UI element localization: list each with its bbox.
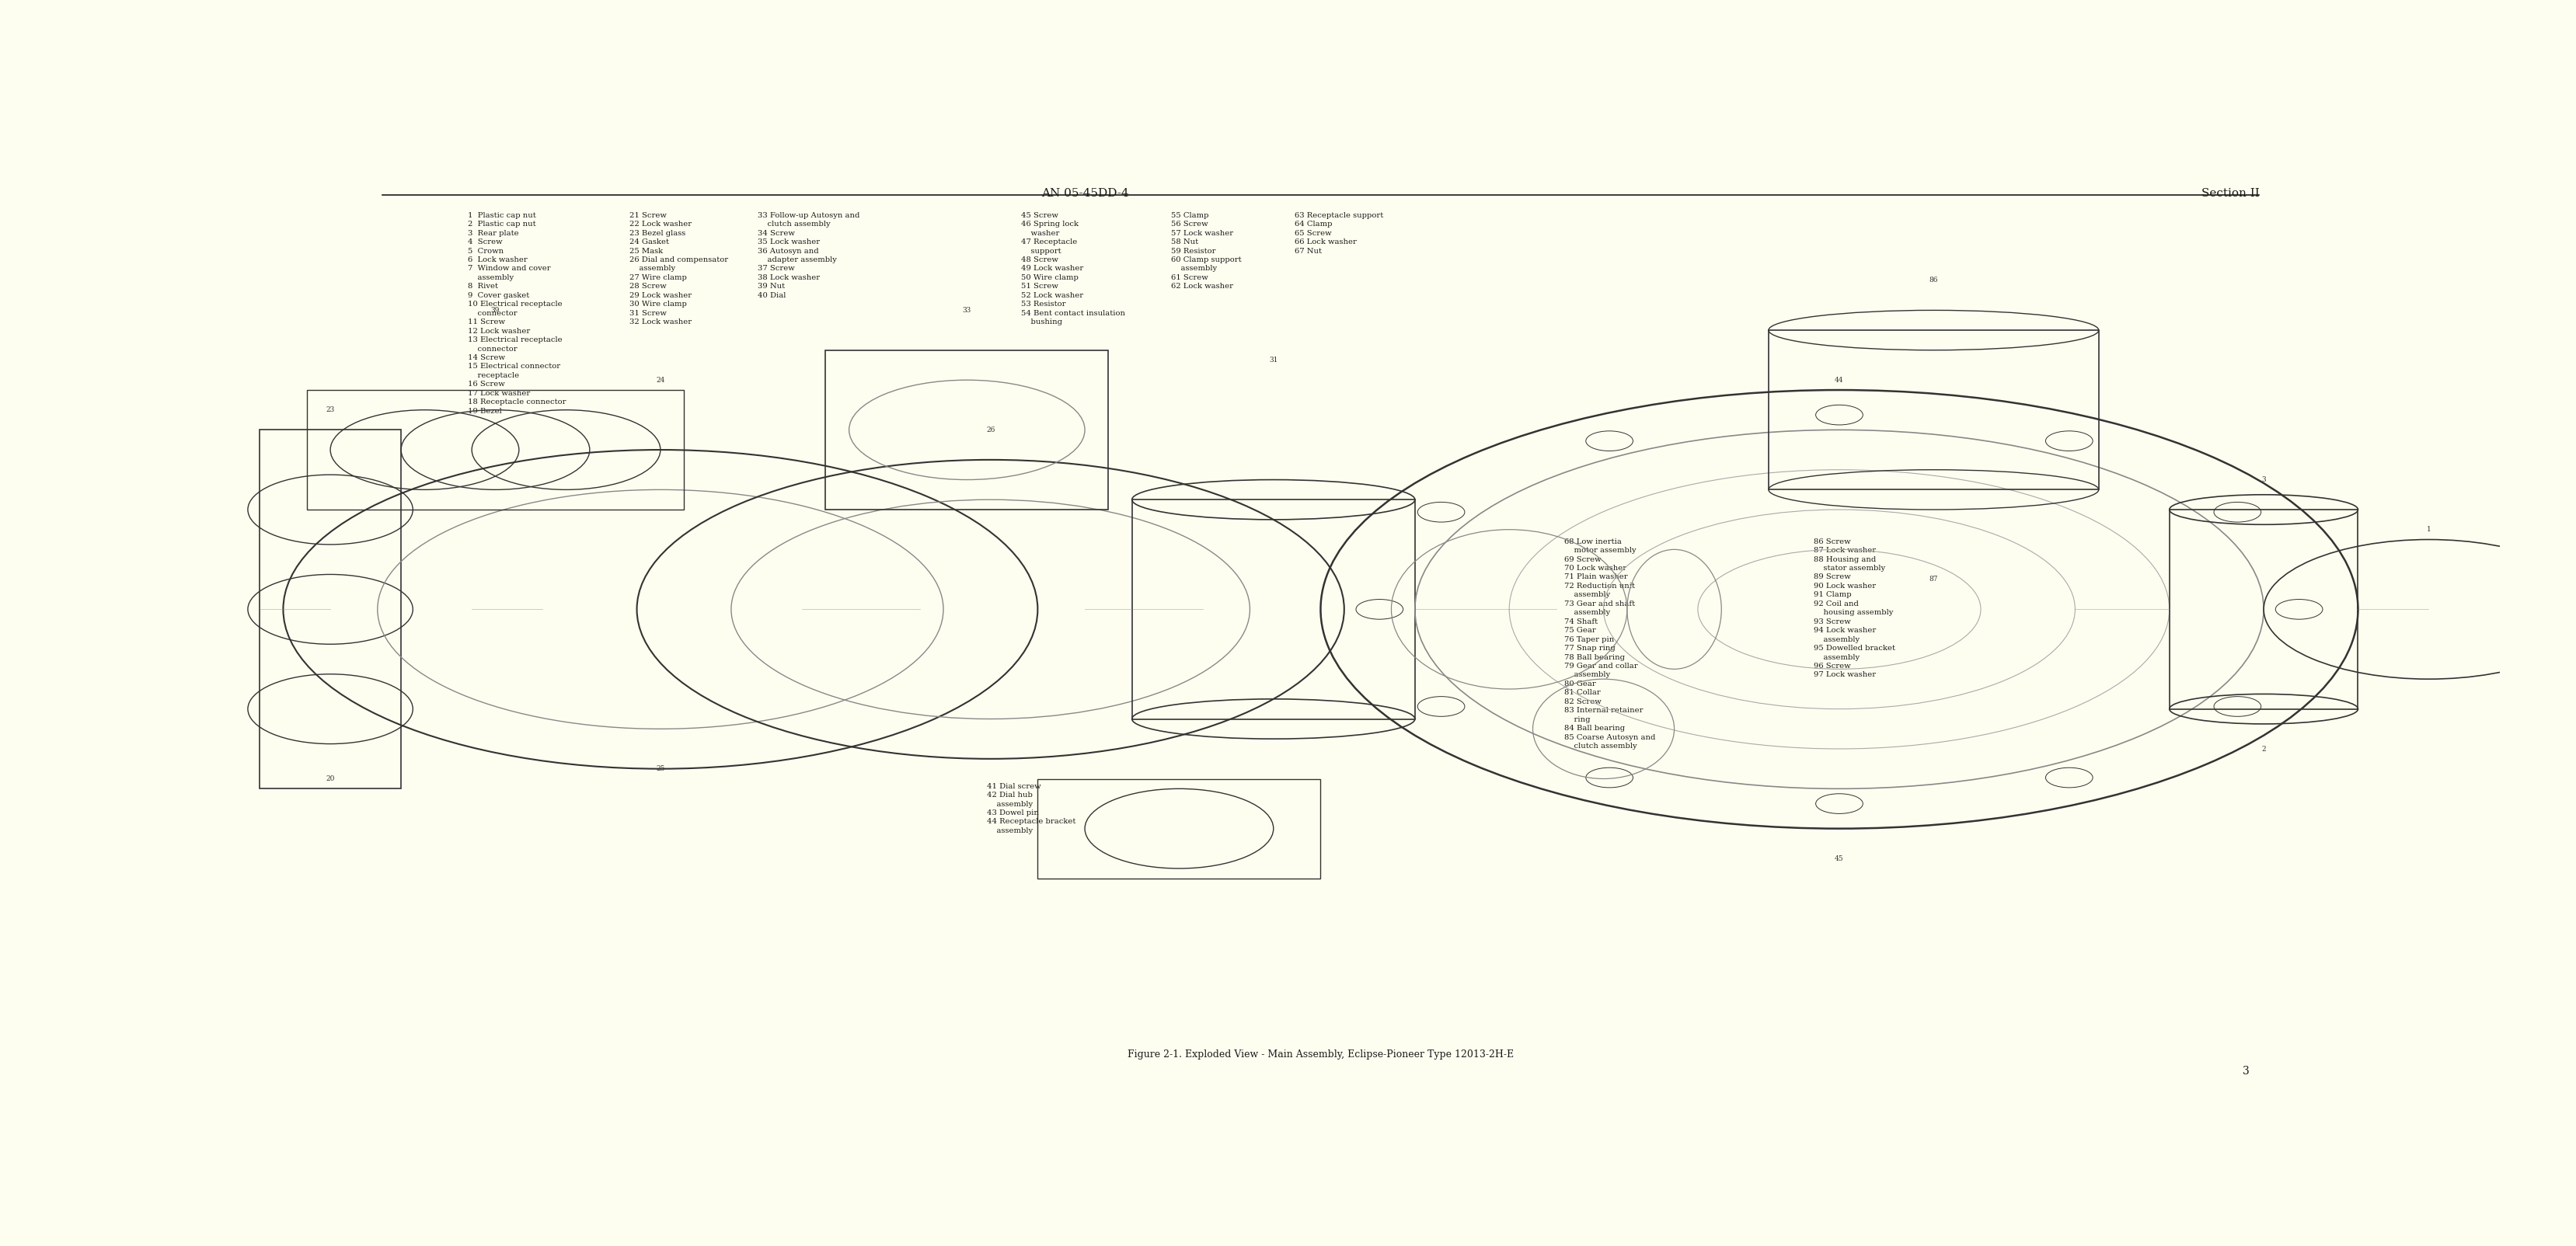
Bar: [1131, 500, 1414, 719]
Text: 1: 1: [2427, 526, 2429, 533]
Bar: [824, 350, 1108, 510]
Text: 23: 23: [327, 406, 335, 414]
Text: 33: 33: [963, 307, 971, 314]
Text: 3: 3: [2262, 476, 2264, 483]
Text: 86: 86: [1929, 277, 1937, 284]
Text: 25: 25: [657, 765, 665, 773]
Text: 45 Screw
46 Spring lock
    washer
47 Receptacle
    support
48 Screw
49 Lock wa: 45 Screw 46 Spring lock washer 47 Recept…: [1020, 212, 1126, 325]
Text: 68 Low inertia
    motor assembly
69 Screw
70 Lock washer
71 Plain washer
72 Red: 68 Low inertia motor assembly 69 Screw 7…: [1564, 538, 1654, 750]
Text: 55 Clamp
56 Screw
57 Lock washer
58 Nut
59 Resistor
60 Clamp support
    assembl: 55 Clamp 56 Screw 57 Lock washer 58 Nut …: [1170, 212, 1242, 290]
Text: Section II: Section II: [2200, 188, 2259, 199]
Bar: [2169, 510, 2357, 709]
Bar: [307, 390, 683, 510]
Text: 24: 24: [657, 376, 665, 384]
Text: 1  Plastic cap nut
2  Plastic cap nut
3  Rear plate
4  Screw
5  Crown
6  Lock wa: 1 Plastic cap nut 2 Plastic cap nut 3 Re…: [469, 212, 567, 415]
Bar: [1038, 779, 1319, 878]
Text: AN 05-45DD-4: AN 05-45DD-4: [1041, 188, 1128, 199]
Text: 41 Dial screw
42 Dial hub
    assembly
43 Dowel pin
44 Receptacle bracket
    as: 41 Dial screw 42 Dial hub assembly 43 Do…: [987, 782, 1077, 835]
Text: 63 Receptacle support
64 Clamp
65 Screw
66 Lock washer
67 Nut: 63 Receptacle support 64 Clamp 65 Screw …: [1293, 212, 1383, 254]
Text: 3: 3: [2241, 1065, 2249, 1077]
Text: 26: 26: [987, 426, 994, 434]
Text: 33 Follow-up Autosyn and
    clutch assembly
34 Screw
35 Lock washer
36 Autosyn : 33 Follow-up Autosyn and clutch assembly…: [757, 212, 860, 299]
Text: 87: 87: [1929, 576, 1937, 583]
Text: 44: 44: [1834, 376, 1844, 384]
Text: Figure 2-1. Exploded View - Main Assembly, Eclipse-Pioneer Type 12013-2H-E: Figure 2-1. Exploded View - Main Assembl…: [1128, 1049, 1512, 1059]
Text: 45: 45: [1834, 855, 1844, 862]
Bar: [1767, 330, 2097, 490]
Bar: [260, 430, 402, 789]
Text: 20: 20: [325, 775, 335, 782]
Text: 2: 2: [2262, 745, 2264, 753]
Text: 31: 31: [1267, 356, 1278, 364]
Text: 39: 39: [492, 307, 500, 314]
Text: 86 Screw
87 Lock washer
88 Housing and
    stator assembly
89 Screw
90 Lock wash: 86 Screw 87 Lock washer 88 Housing and s…: [1814, 538, 1896, 679]
Text: 21 Screw
22 Lock washer
23 Bezel glass
24 Gasket
25 Mask
26 Dial and compensator: 21 Screw 22 Lock washer 23 Bezel glass 2…: [629, 212, 729, 325]
